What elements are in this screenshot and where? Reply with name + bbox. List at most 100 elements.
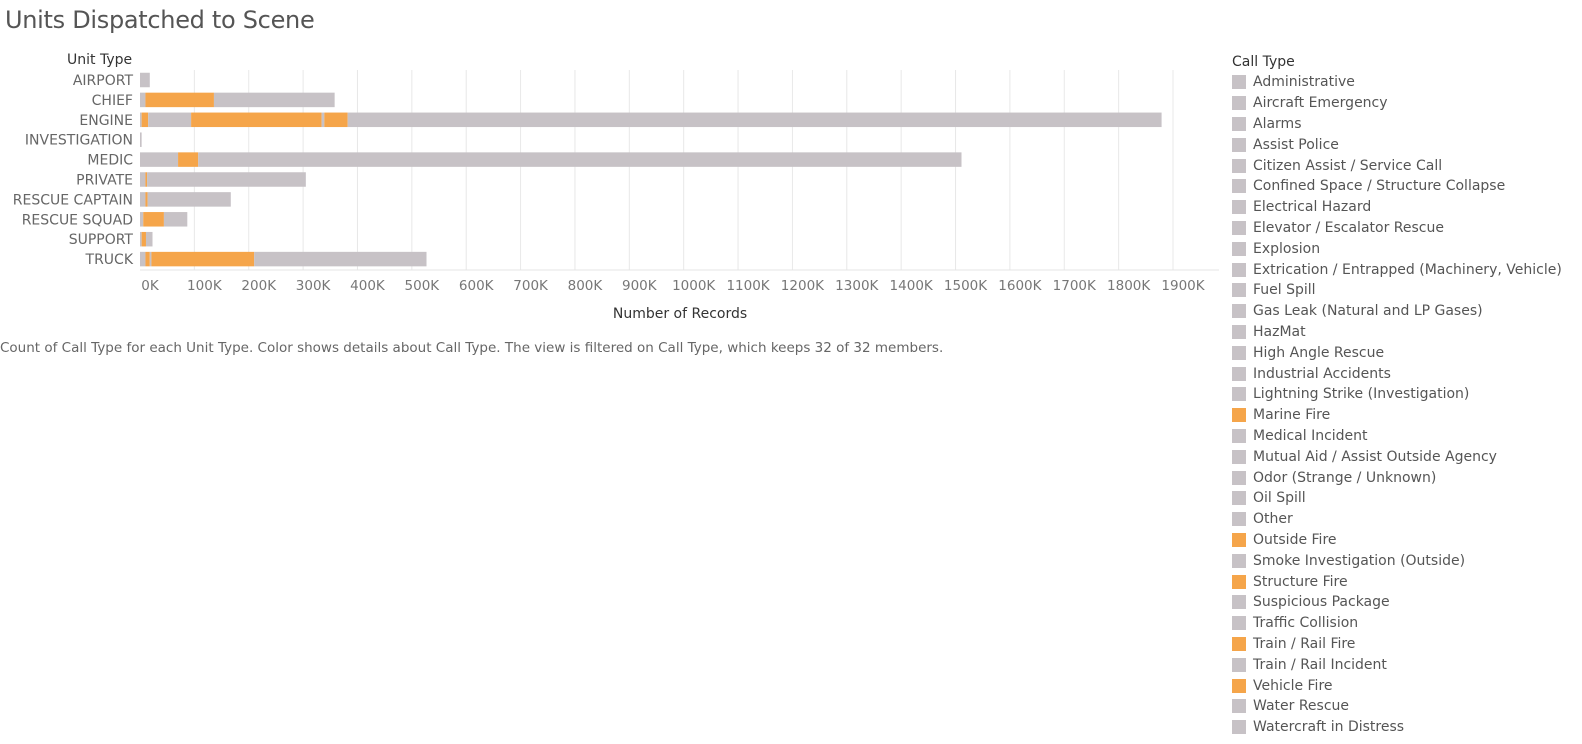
bar-segment[interactable] — [148, 112, 192, 128]
legend-item[interactable]: Structure Fire — [1232, 571, 1582, 592]
legend-item[interactable]: Industrial Accidents — [1232, 363, 1582, 384]
legend-swatch — [1232, 595, 1246, 610]
bar-segment[interactable] — [140, 72, 150, 88]
bar-segment[interactable] — [324, 112, 348, 128]
legend-label: Assist Police — [1253, 136, 1339, 153]
bar-segment[interactable] — [191, 112, 322, 128]
legend-item[interactable]: Alarms — [1232, 114, 1582, 135]
bar-segment[interactable] — [151, 251, 255, 267]
legend-swatch — [1232, 532, 1246, 547]
bar-segment[interactable] — [347, 112, 1162, 128]
bar-support[interactable] — [140, 231, 153, 247]
legend-item[interactable]: Marine Fire — [1232, 405, 1582, 426]
legend-item[interactable]: Smoke Investigation (Outside) — [1232, 550, 1582, 571]
legend-label: Other — [1253, 511, 1293, 528]
legend-label: Mutual Aid / Assist Outside Agency — [1253, 448, 1497, 465]
legend-label: Lightning Strike (Investigation) — [1253, 386, 1470, 403]
bar-segment[interactable] — [140, 231, 142, 247]
legend-item[interactable]: Medical Incident — [1232, 426, 1582, 447]
bar-segment[interactable] — [321, 112, 325, 128]
legend-item[interactable]: Mutual Aid / Assist Outside Agency — [1232, 446, 1582, 467]
bar-segment[interactable] — [140, 92, 146, 108]
bar-rescue-squad[interactable] — [140, 212, 188, 227]
bar-segment[interactable] — [149, 251, 152, 267]
category-label: INVESTIGATION — [25, 133, 133, 149]
legend-label: Traffic Collision — [1253, 615, 1359, 632]
bar-segment[interactable] — [213, 92, 335, 108]
bar-segment[interactable] — [140, 132, 142, 147]
category-labels: AIRPORT CHIEF ENGINE INVESTIGATION MEDIC PRIV… — [13, 73, 134, 268]
legend-label: Extrication / Entrapped (Machinery, Vehi… — [1253, 261, 1562, 278]
legend-item[interactable]: Train / Rail Fire — [1232, 634, 1582, 655]
legend-item[interactable]: Oil Spill — [1232, 488, 1582, 509]
legend-item[interactable]: Gas Leak (Natural and LP Gases) — [1232, 301, 1582, 322]
bar-medic[interactable] — [140, 152, 962, 167]
bar-rescue-captain[interactable] — [140, 192, 231, 207]
bar-segment[interactable] — [140, 112, 142, 128]
legend-swatch — [1232, 699, 1246, 714]
legend-item[interactable]: Extrication / Entrapped (Machinery, Vehi… — [1232, 259, 1582, 280]
x-tick-label: 100K — [187, 278, 223, 294]
legend-swatch — [1232, 241, 1246, 256]
legend-item[interactable]: Confined Space / Structure Collapse — [1232, 176, 1582, 197]
bar-truck[interactable] — [140, 251, 427, 267]
legend-item[interactable]: Lightning Strike (Investigation) — [1232, 384, 1582, 405]
bars — [140, 72, 1162, 267]
x-tick-label: 1500K — [944, 278, 988, 294]
legend-swatch — [1232, 470, 1246, 485]
legend-item[interactable]: Explosion — [1232, 238, 1582, 259]
bar-chief[interactable] — [140, 92, 335, 108]
bar-segment[interactable] — [198, 152, 962, 167]
bar-segment[interactable] — [141, 231, 146, 247]
legend-item[interactable]: Train / Rail Incident — [1232, 654, 1582, 675]
legend-swatch — [1232, 678, 1246, 693]
legend-item[interactable]: Suspicious Package — [1232, 592, 1582, 613]
legend-item[interactable]: Traffic Collision — [1232, 613, 1582, 634]
bar-segment[interactable] — [143, 212, 164, 227]
bar-segment[interactable] — [141, 112, 149, 128]
category-label: CHIEF — [92, 93, 133, 109]
legend-item[interactable]: Assist Police — [1232, 134, 1582, 155]
legend-item[interactable]: Other — [1232, 509, 1582, 530]
bar-segment[interactable] — [145, 172, 148, 187]
legend-swatch — [1232, 512, 1246, 527]
bar-segment[interactable] — [254, 251, 427, 267]
bar-segment[interactable] — [178, 152, 199, 167]
bar-segment[interactable] — [140, 152, 179, 167]
legend-item[interactable]: Watercraft in Distress — [1232, 717, 1582, 738]
bar-segment[interactable] — [147, 192, 231, 207]
bar-segment[interactable] — [145, 251, 150, 267]
bar-investigation[interactable] — [140, 132, 142, 147]
legend-item[interactable]: High Angle Rescue — [1232, 342, 1582, 363]
bar-segment[interactable] — [145, 231, 153, 247]
legend-label: Elevator / Escalator Rescue — [1253, 219, 1444, 236]
legend-item[interactable]: Administrative — [1232, 72, 1582, 93]
x-tick-label: 700K — [513, 278, 549, 294]
bar-segment[interactable] — [140, 192, 146, 207]
category-label: TRUCK — [85, 252, 134, 268]
legend-item[interactable]: HazMat — [1232, 322, 1582, 343]
legend-item[interactable]: Outside Fire — [1232, 530, 1582, 551]
bar-engine[interactable] — [140, 112, 1162, 128]
category-label: RESCUE SQUAD — [22, 212, 133, 228]
legend-item[interactable]: Water Rescue — [1232, 696, 1582, 717]
bar-segment[interactable] — [145, 192, 148, 207]
legend-item[interactable]: Vehicle Fire — [1232, 675, 1582, 696]
bar-segment[interactable] — [140, 172, 146, 187]
bar-segment[interactable] — [147, 172, 306, 187]
legend-item[interactable]: Electrical Hazard — [1232, 197, 1582, 218]
legend-label: Train / Rail Incident — [1253, 656, 1387, 673]
bar-segment[interactable] — [163, 212, 188, 227]
bar-segment[interactable] — [140, 251, 146, 267]
x-tick-label: 300K — [296, 278, 332, 294]
bar-segment[interactable] — [140, 212, 144, 227]
legend-item[interactable]: Citizen Assist / Service Call — [1232, 155, 1582, 176]
legend-item[interactable]: Fuel Spill — [1232, 280, 1582, 301]
bar-private[interactable] — [140, 172, 306, 187]
bar-segment[interactable] — [145, 92, 214, 108]
bar-airport[interactable] — [140, 72, 150, 88]
legend-item[interactable]: Aircraft Emergency — [1232, 93, 1582, 114]
legend-item[interactable]: Odor (Strange / Unknown) — [1232, 467, 1582, 488]
legend-item[interactable]: Elevator / Escalator Rescue — [1232, 218, 1582, 239]
x-tick-label: 400K — [350, 278, 386, 294]
